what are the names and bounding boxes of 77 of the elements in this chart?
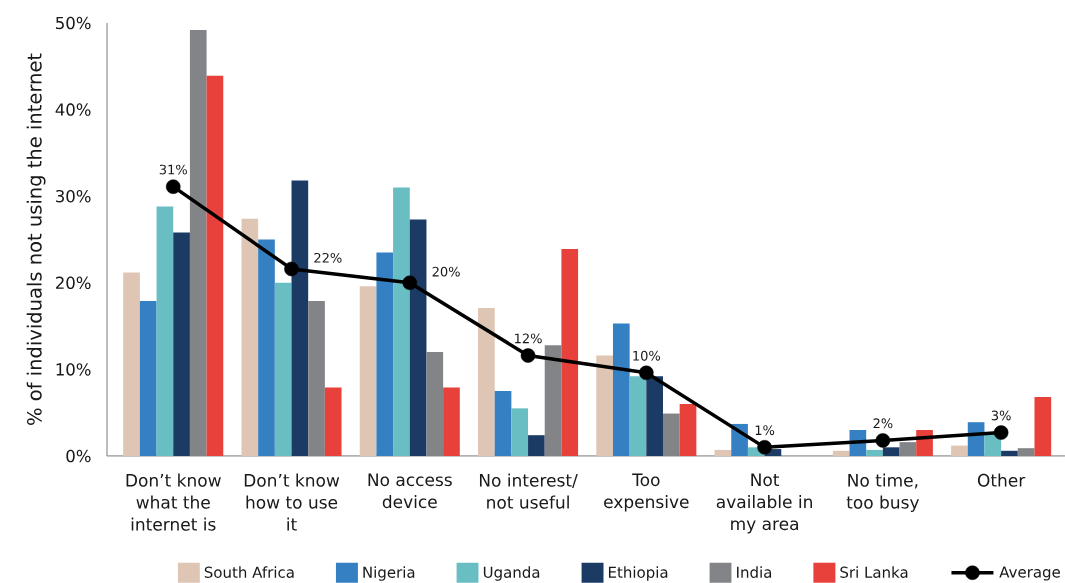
bar bbox=[478, 307, 495, 456]
y-tick-label: 10% bbox=[56, 363, 91, 376]
bar bbox=[528, 435, 545, 456]
y-axis-title: % of individuals not using the internet bbox=[26, 53, 46, 425]
bar bbox=[832, 450, 850, 456]
bar bbox=[443, 387, 460, 456]
bar bbox=[714, 449, 732, 456]
y-tick-label: 0% bbox=[66, 449, 91, 463]
data-label: 10% bbox=[633, 350, 661, 361]
bar bbox=[308, 300, 325, 456]
x-tick-label: Other bbox=[977, 473, 1026, 487]
legend-label: Nigeria bbox=[363, 566, 415, 581]
bar bbox=[612, 323, 630, 456]
bar bbox=[139, 300, 157, 456]
y-tick-label: 40% bbox=[55, 103, 91, 116]
x-tick-label: Not available in my area bbox=[716, 473, 812, 534]
point bbox=[402, 275, 418, 291]
point bbox=[284, 261, 299, 277]
point bbox=[520, 348, 536, 363]
x-tick-label: No access device bbox=[368, 473, 452, 509]
point bbox=[639, 365, 654, 381]
legend-label: Average bbox=[999, 566, 1060, 581]
bar bbox=[409, 219, 427, 456]
data-label: 12% bbox=[515, 333, 542, 344]
data-label: 2% bbox=[873, 418, 893, 429]
bar bbox=[494, 391, 512, 456]
bar bbox=[1001, 450, 1018, 456]
data-label: 31% bbox=[159, 164, 187, 175]
bar bbox=[324, 387, 342, 456]
bar bbox=[189, 29, 207, 456]
data-label: 20% bbox=[432, 266, 460, 277]
data-label: 22% bbox=[314, 252, 342, 263]
data-label: 1% bbox=[755, 425, 775, 436]
bar bbox=[241, 218, 259, 456]
y-tick-label: 20% bbox=[56, 276, 91, 290]
bar bbox=[1017, 448, 1035, 456]
x-tick-label: No time, too busy bbox=[846, 473, 920, 512]
bar bbox=[206, 75, 224, 456]
legend-label: Ethiopia bbox=[608, 566, 668, 581]
bar bbox=[359, 286, 377, 456]
bar bbox=[123, 272, 140, 456]
bar bbox=[882, 447, 900, 456]
point bbox=[757, 440, 772, 455]
bar bbox=[561, 249, 579, 456]
x-tick-label: No interest/ not useful bbox=[479, 473, 578, 509]
bar bbox=[1034, 397, 1052, 456]
bar bbox=[544, 345, 562, 456]
y-tick-label: 30% bbox=[56, 189, 91, 203]
bar bbox=[291, 180, 309, 456]
bar bbox=[274, 282, 292, 456]
bar bbox=[173, 232, 190, 456]
bar bbox=[511, 408, 529, 456]
point bbox=[875, 433, 891, 448]
bar bbox=[662, 413, 680, 456]
point bbox=[165, 179, 181, 194]
bar bbox=[258, 239, 275, 456]
bar bbox=[376, 252, 394, 456]
legend-label: Sri Lanka bbox=[840, 566, 908, 578]
bar bbox=[899, 442, 917, 456]
bar bbox=[393, 187, 410, 456]
bar bbox=[426, 352, 444, 456]
point bbox=[993, 425, 1009, 440]
bar bbox=[629, 376, 647, 456]
bar bbox=[156, 206, 174, 456]
legend-label: India bbox=[737, 566, 772, 578]
legend-label: Uganda bbox=[483, 566, 540, 581]
legend-label: South Africa bbox=[204, 566, 294, 578]
bar bbox=[951, 445, 968, 456]
x-tick-label: Don’t know how to use it bbox=[244, 473, 340, 531]
bar bbox=[596, 355, 613, 456]
data-label: 3% bbox=[991, 410, 1011, 421]
x-tick-label: Too expensive bbox=[604, 473, 689, 512]
x-tick-label: Don’t know what the internet is bbox=[126, 473, 221, 531]
y-tick-label: 50% bbox=[56, 16, 91, 30]
bar bbox=[679, 404, 697, 456]
bar bbox=[646, 376, 663, 456]
bar bbox=[866, 449, 883, 456]
